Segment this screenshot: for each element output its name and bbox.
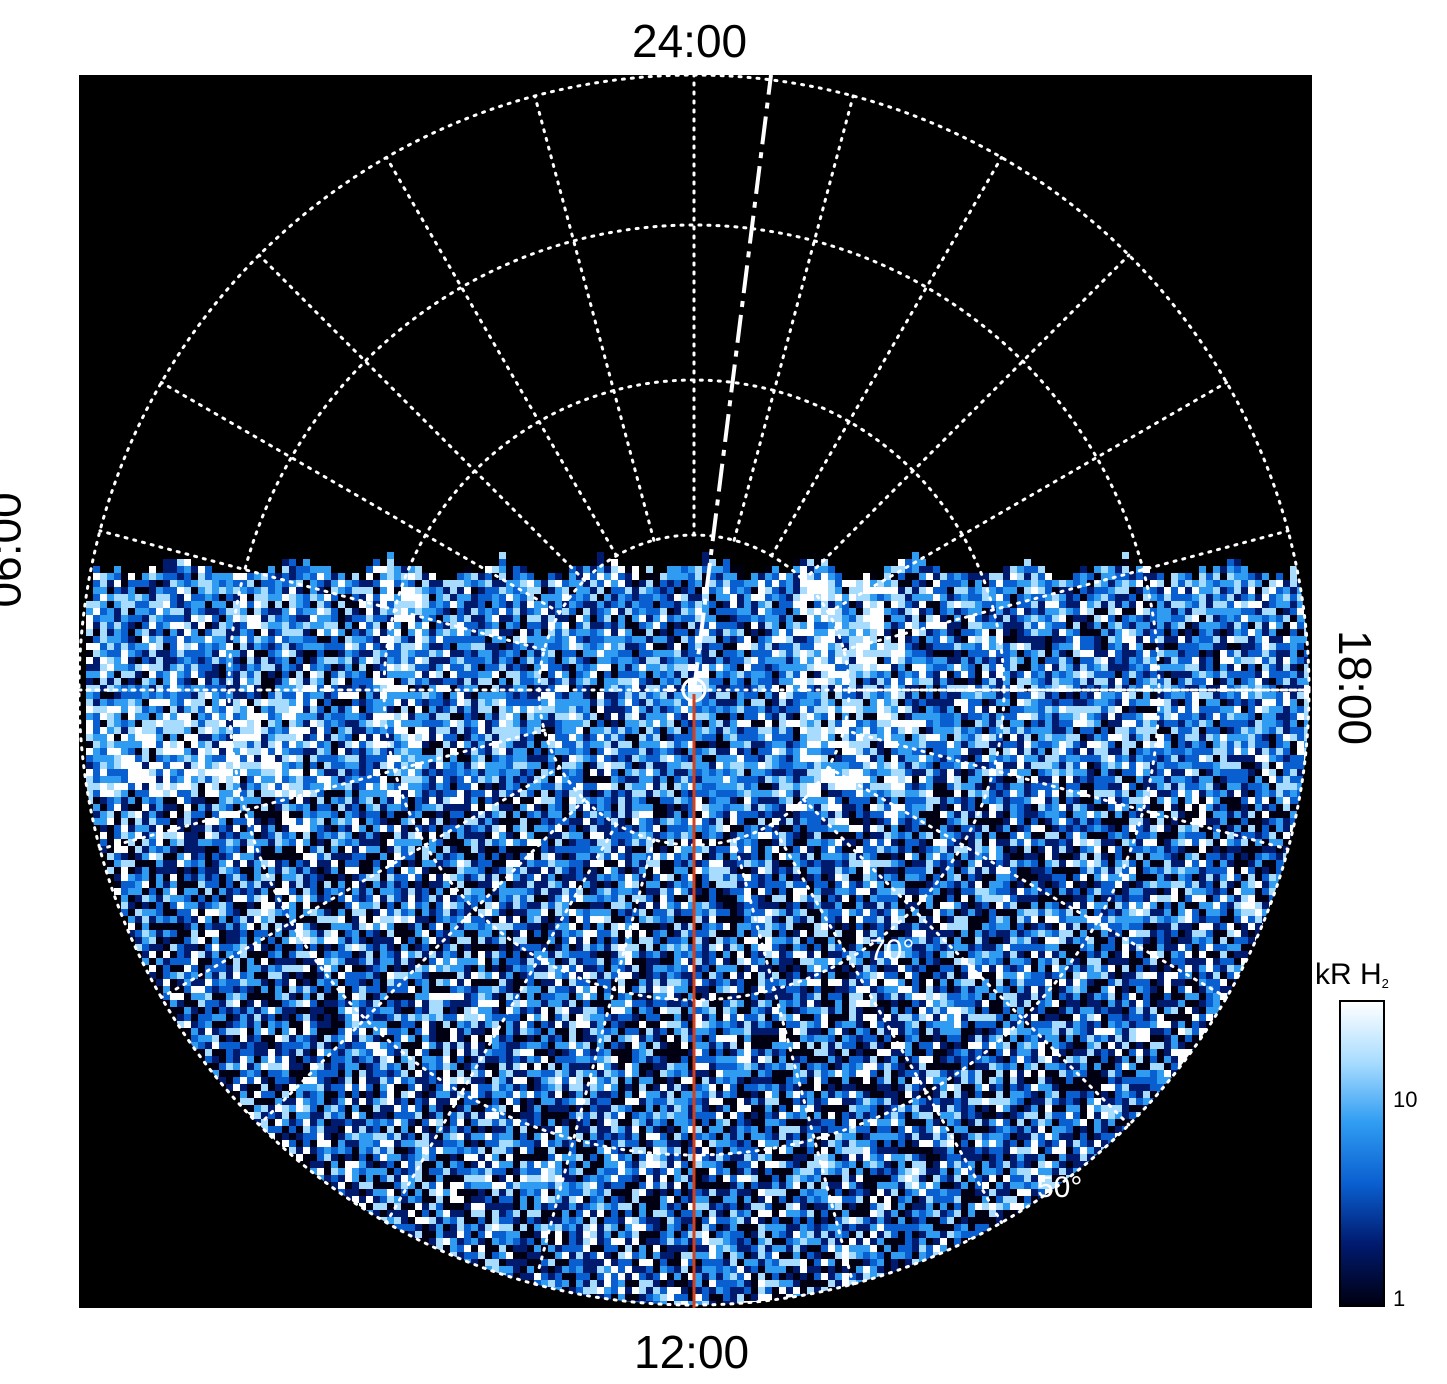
dashed-meridian <box>692 75 773 691</box>
polar-auroral-map: 70° 50° <box>79 75 1312 1308</box>
latitude-label-layer: 70° 50° <box>869 934 1082 1204</box>
colorbar-label-subscript: 2 <box>1381 976 1389 991</box>
marker-layer <box>681 75 773 1308</box>
colorbar-label: kR H <box>1315 958 1382 991</box>
colorbar-tick-1: 1 <box>1393 1286 1406 1311</box>
colorbar <box>1339 1000 1385 1307</box>
colorbar-tick-10: 10 <box>1393 1087 1418 1112</box>
local-time-label-left: 06:00 <box>0 492 31 608</box>
latitude-label: 70° <box>869 934 914 967</box>
latitude-label: 50° <box>1037 1171 1082 1204</box>
local-time-label-right: 18:00 <box>1329 630 1381 746</box>
local-time-label-bottom: 12:00 <box>634 1326 750 1378</box>
colorbar-title: kR H2 <box>1315 958 1389 992</box>
emission-layer <box>86 552 1309 1305</box>
local-time-label-top: 24:00 <box>632 15 748 67</box>
